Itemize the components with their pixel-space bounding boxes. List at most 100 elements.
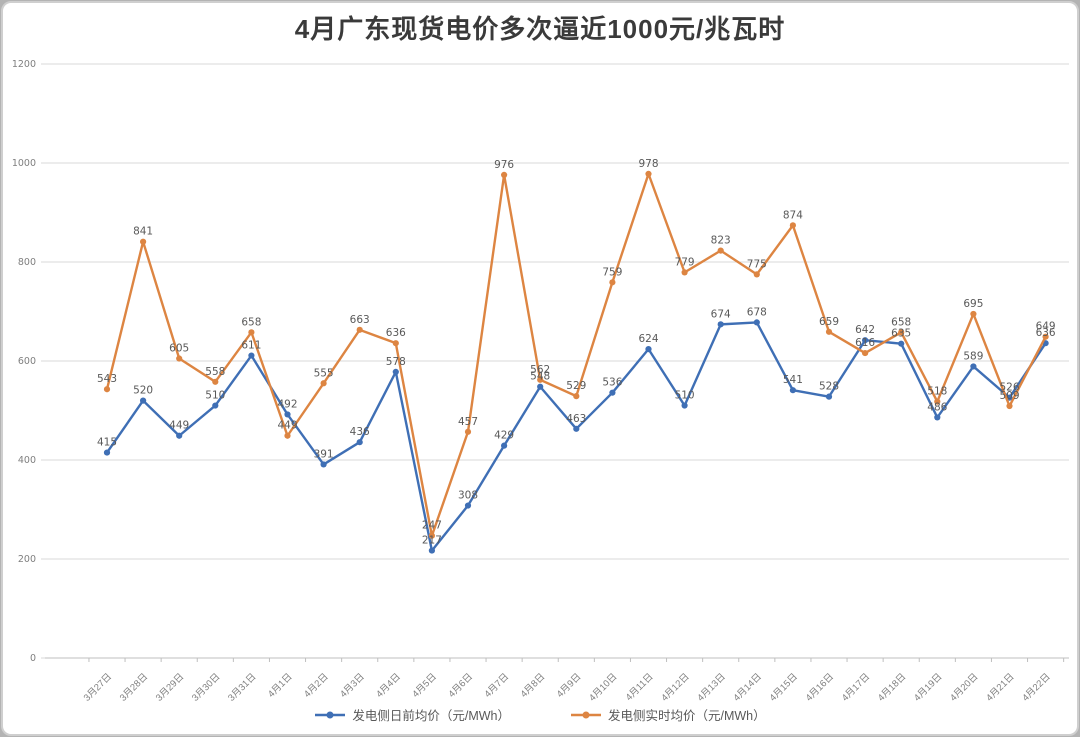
data-point-marker: [681, 269, 688, 276]
legend-item-day-ahead: 发电侧日前均价（元/MWh）: [314, 705, 510, 724]
x-axis-date-label: 3月31日: [226, 671, 258, 703]
data-point-marker: [212, 402, 219, 409]
data-point-marker: [1006, 402, 1013, 410]
data-label: 520: [133, 385, 153, 397]
data-label: 635: [891, 328, 911, 340]
data-point-marker: [609, 279, 616, 286]
data-point-marker: [537, 383, 544, 390]
y-axis-tick-label: 400: [18, 455, 36, 466]
data-point-marker: [176, 355, 183, 362]
data-label: 492: [277, 398, 297, 410]
legend-item-realtime: 发电侧实时均价（元/MWh）: [570, 705, 766, 724]
data-point-marker: [103, 386, 111, 393]
data-point-marker: [970, 310, 977, 318]
data-label: 759: [602, 266, 622, 278]
data-label: 415: [97, 437, 117, 449]
data-point-marker: [248, 329, 255, 336]
data-point-marker: [428, 532, 435, 539]
data-label: 429: [494, 430, 514, 442]
data-point-marker: [898, 340, 905, 347]
data-point-marker: [428, 547, 435, 554]
x-axis-date-label: 4月13日: [695, 671, 727, 703]
data-point-marker: [934, 414, 941, 421]
data-label: 541: [783, 374, 803, 386]
data-point-marker: [789, 222, 797, 229]
data-point-marker: [753, 319, 760, 326]
data-label: 247: [422, 520, 442, 532]
data-label: 449: [277, 420, 297, 432]
data-point-marker: [537, 376, 544, 383]
x-axis-date-label: 4月12日: [659, 671, 691, 703]
data-point-marker: [825, 393, 833, 400]
data-label: 616: [855, 337, 875, 349]
data-label: 779: [675, 256, 695, 268]
data-label: 578: [386, 356, 406, 368]
data-point-marker: [284, 411, 291, 418]
data-point-marker: [898, 329, 905, 336]
data-point-marker: [103, 449, 111, 456]
data-label: 658: [891, 316, 911, 328]
data-point-marker: [681, 402, 688, 409]
series-line-0: [105, 321, 1047, 552]
data-label: 449: [169, 420, 189, 432]
data-point-marker: [573, 393, 580, 400]
y-axis-tick-label: 800: [18, 257, 36, 268]
x-axis-date-label: 4月2日: [302, 671, 331, 700]
data-point-marker: [862, 337, 869, 344]
data-point-marker: [356, 326, 363, 333]
data-point-marker: [501, 442, 508, 449]
data-label: 558: [205, 366, 225, 378]
data-label: 624: [638, 333, 658, 345]
x-axis-date-label: 4月22日: [1020, 671, 1052, 703]
legend-label-day-ahead: 发电侧日前均价（元/MWh）: [352, 709, 510, 723]
line-chart-canvas: 0 200 400 600 800 1000 1200 3月27日 3月28日 3月29日 3月30…: [12, 59, 1069, 703]
data-label: 526: [999, 382, 1019, 394]
x-axis-date-label: 4月4日: [374, 671, 403, 700]
x-axis-date-label: 4月1日: [266, 671, 295, 700]
x-axis-date-label: 4月10日: [587, 671, 619, 703]
x-axis-date-label: 3月30日: [190, 671, 222, 703]
x-axis-date-label: 4月21日: [984, 671, 1016, 703]
data-point-marker: [212, 378, 219, 385]
data-point-marker: [501, 171, 508, 178]
data-label: 636: [1036, 327, 1056, 339]
data-point-marker: [825, 328, 833, 335]
x-axis-date-label: 3月27日: [82, 671, 114, 703]
data-label: 976: [494, 159, 514, 171]
data-label: 695: [963, 298, 983, 310]
data-label: 463: [566, 413, 586, 425]
data-label: 543: [97, 373, 117, 385]
series-line-1: [105, 172, 1047, 537]
data-label: 308: [458, 490, 478, 502]
x-axis-date-label: 4月17日: [840, 671, 872, 703]
data-point-marker: [645, 346, 652, 353]
data-label: 486: [927, 401, 947, 413]
data-point-marker: [717, 247, 724, 254]
x-axis-date-label: 4月8日: [519, 671, 548, 700]
legend-dot-blue: [326, 711, 334, 718]
legend-marker-realtime-icon: [571, 711, 601, 718]
data-label: 436: [350, 426, 370, 438]
x-axis-date-label: 3月29日: [154, 671, 186, 703]
data-label: 775: [747, 258, 767, 270]
data-point-marker: [248, 352, 255, 359]
data-label: 555: [314, 367, 334, 379]
x-axis-date-label: 4月14日: [731, 671, 763, 703]
x-axis-date-label: 4月15日: [768, 671, 800, 703]
data-point-marker: [392, 368, 399, 375]
x-axis-date-label: 4月5日: [410, 671, 439, 700]
data-label: 841: [133, 226, 153, 238]
data-label: 642: [855, 324, 875, 336]
y-axis-tick-label: 600: [18, 356, 36, 367]
x-axis-date-label: 4月19日: [912, 671, 944, 703]
y-axis-tick-label: 1200: [12, 59, 36, 70]
data-point-marker: [320, 461, 327, 468]
data-label: 978: [638, 158, 658, 170]
data-label: 663: [350, 314, 370, 326]
data-point-marker: [753, 271, 760, 278]
data-point-marker: [284, 432, 291, 439]
x-axis-date-label: 3月28日: [118, 671, 150, 703]
data-point-marker: [609, 389, 616, 396]
data-label: 636: [386, 327, 406, 339]
